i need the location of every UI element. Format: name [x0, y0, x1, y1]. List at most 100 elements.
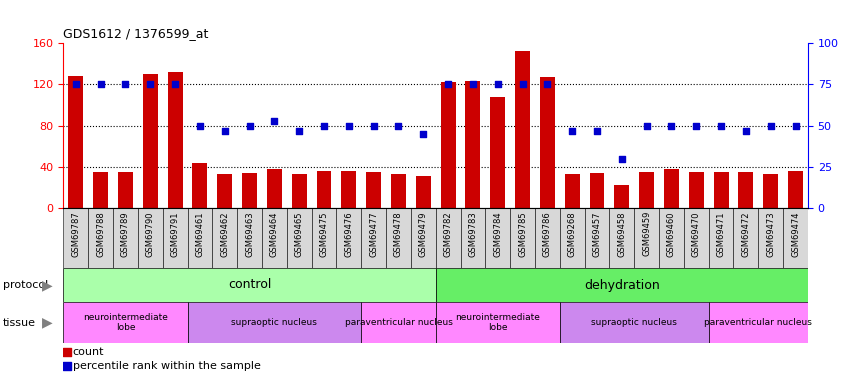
Bar	[63, 208, 88, 268]
Point	[714, 123, 728, 129]
Point	[640, 123, 653, 129]
Bar	[436, 302, 560, 343]
Point	[392, 123, 405, 129]
Text: GSM69473: GSM69473	[766, 211, 775, 257]
Point	[243, 123, 256, 129]
Text: GSM69789: GSM69789	[121, 211, 130, 257]
Point	[565, 128, 579, 134]
Bar	[664, 169, 678, 208]
Text: GSM69459: GSM69459	[642, 211, 651, 256]
Text: supraoptic nucleus: supraoptic nucleus	[232, 318, 317, 327]
Bar	[88, 208, 113, 268]
Text: neurointermediate
lobe: neurointermediate lobe	[83, 313, 168, 332]
Bar	[460, 208, 486, 268]
Bar	[316, 171, 332, 208]
Bar	[436, 268, 808, 302]
Bar	[416, 176, 431, 208]
Bar	[188, 208, 212, 268]
Bar	[659, 208, 684, 268]
Bar	[491, 97, 505, 208]
Text: supraoptic nucleus: supraoptic nucleus	[591, 318, 677, 327]
Text: GSM69464: GSM69464	[270, 211, 279, 256]
Bar	[342, 171, 356, 208]
Text: GSM69460: GSM69460	[667, 211, 676, 256]
Text: GSM69461: GSM69461	[195, 211, 205, 256]
Bar	[590, 173, 604, 208]
Bar	[783, 208, 808, 268]
Bar	[510, 208, 535, 268]
Bar	[311, 208, 337, 268]
Bar	[709, 208, 733, 268]
Point	[541, 81, 554, 87]
Text: GSM69476: GSM69476	[344, 211, 354, 257]
Text: GSM69470: GSM69470	[692, 211, 700, 256]
Text: GSM69790: GSM69790	[146, 211, 155, 256]
Bar	[217, 174, 232, 208]
Text: GSM69472: GSM69472	[741, 211, 750, 256]
Bar	[609, 208, 634, 268]
Bar	[386, 208, 411, 268]
Bar	[758, 208, 783, 268]
Text: GSM69788: GSM69788	[96, 211, 105, 257]
Bar	[585, 208, 609, 268]
Bar	[714, 172, 728, 208]
Bar	[733, 208, 758, 268]
Bar	[361, 302, 436, 343]
Text: GSM69268: GSM69268	[568, 211, 577, 257]
Point	[416, 131, 430, 137]
Point	[591, 128, 604, 134]
Bar	[441, 82, 455, 208]
Bar	[361, 208, 386, 268]
Bar	[118, 172, 133, 208]
Point	[466, 81, 480, 87]
Text: GSM69463: GSM69463	[245, 211, 254, 257]
Text: percentile rank within the sample: percentile rank within the sample	[73, 361, 261, 371]
Bar	[138, 208, 162, 268]
Point	[299, 292, 312, 298]
Bar	[515, 51, 530, 208]
Bar	[640, 172, 654, 208]
Bar	[788, 171, 803, 208]
Bar	[287, 208, 311, 268]
Point	[665, 123, 678, 129]
Text: count: count	[73, 347, 104, 357]
Text: GSM69478: GSM69478	[394, 211, 403, 257]
Bar	[237, 208, 262, 268]
Point	[764, 123, 777, 129]
Bar	[93, 172, 108, 208]
Text: paraventricular nucleus: paraventricular nucleus	[344, 318, 453, 327]
Text: dehydration: dehydration	[584, 279, 660, 291]
Bar	[436, 208, 460, 268]
Bar	[242, 173, 257, 208]
Bar	[411, 208, 436, 268]
Bar	[565, 174, 580, 208]
Point	[193, 123, 206, 129]
Point	[788, 123, 802, 129]
Bar	[684, 208, 709, 268]
Point	[94, 81, 107, 87]
Text: tissue: tissue	[3, 318, 36, 327]
Point	[491, 81, 504, 87]
Bar	[143, 74, 157, 208]
Bar	[366, 172, 381, 208]
Text: paraventricular nucleus: paraventricular nucleus	[705, 318, 812, 327]
Bar	[560, 208, 585, 268]
Text: GSM69787: GSM69787	[71, 211, 80, 257]
Point	[118, 81, 132, 87]
Bar	[709, 302, 808, 343]
Bar	[763, 174, 778, 208]
Bar	[337, 208, 361, 268]
Bar	[162, 208, 188, 268]
Point	[615, 156, 629, 162]
Bar	[689, 172, 704, 208]
Bar	[69, 76, 83, 208]
Text: GDS1612 / 1376599_at: GDS1612 / 1376599_at	[63, 27, 209, 40]
Bar	[63, 268, 436, 302]
Bar	[634, 208, 659, 268]
Point	[739, 128, 753, 134]
Point	[69, 81, 83, 87]
Bar	[540, 77, 555, 208]
Text: GSM69458: GSM69458	[618, 211, 626, 256]
Text: GSM69475: GSM69475	[320, 211, 328, 256]
Bar	[486, 208, 510, 268]
